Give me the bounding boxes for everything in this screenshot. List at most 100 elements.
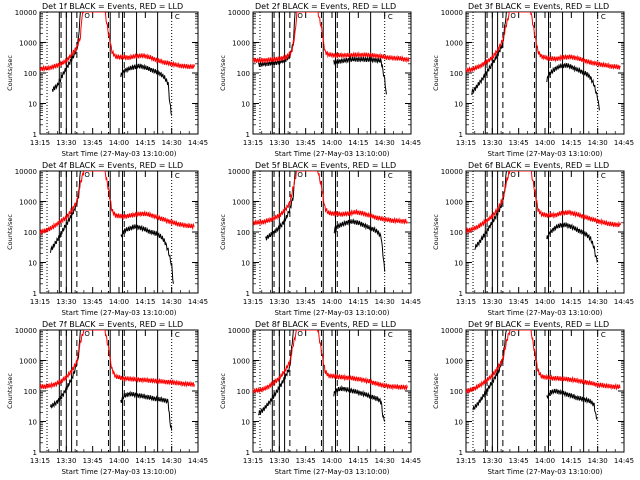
y-tick-label: 100 (450, 229, 463, 237)
x-axis-label: Start Time (27-May-03 13:10:00) (61, 468, 176, 476)
lld-series-line (40, 330, 195, 390)
c-marker: C (388, 172, 393, 180)
x-tick-label: 13:45 (509, 457, 529, 465)
lld-series-line (466, 12, 621, 74)
plot-frame (465, 11, 625, 135)
y-tick-label: 10000 (228, 9, 250, 17)
y-tick-label: 1 (459, 290, 463, 298)
events-series-line (333, 218, 386, 272)
y-tick-label: 10000 (441, 9, 463, 17)
x-tick-label: 14:15 (135, 139, 155, 147)
series-group (40, 330, 195, 431)
events-series-line (257, 330, 294, 416)
c-marker: C (601, 331, 606, 339)
y-axis-label: Counts/sec (219, 373, 227, 409)
y-tick-label: 100 (450, 388, 463, 396)
events-series-line (50, 330, 81, 409)
y-tick-label: 1 (246, 449, 250, 457)
c-marker: C (388, 331, 393, 339)
y-tick-label: 1 (459, 449, 463, 457)
lld-series-line (466, 330, 621, 394)
x-tick-label: 14:45 (401, 139, 421, 147)
circle-marker: O (84, 330, 90, 338)
events-series-line (546, 388, 598, 420)
circle-marker: O (84, 171, 90, 179)
y-tick-label: 100 (450, 70, 463, 78)
x-tick-label: 14:30 (162, 139, 182, 147)
plot-frame (39, 170, 199, 294)
x-tick-label: 14:00 (109, 139, 129, 147)
series-group (40, 171, 195, 284)
y-tick-label: 1 (459, 131, 463, 139)
x-tick-label: 14:15 (561, 139, 581, 147)
c-marker: C (175, 331, 180, 339)
x-axis-label: Start Time (27-May-03 13:10:00) (61, 309, 176, 317)
x-tick-label: 13:15 (243, 457, 263, 465)
series-group (466, 330, 621, 420)
x-tick-label: 14:45 (614, 139, 634, 147)
y-tick-label: 10 (454, 101, 463, 109)
panel-det-1: Det 1f BLACK = Events, RED = LLD Counts/s… (6, 2, 208, 158)
y-tick-label: 1000 (232, 358, 250, 366)
x-tick-label: 13:15 (30, 139, 50, 147)
events-series-line (120, 224, 174, 284)
x-tick-label: 13:30 (269, 298, 289, 306)
panel-det-3: Det 3f BLACK = Events, RED = LLD Counts/s… (432, 2, 634, 158)
x-tick-label: 13:45 (296, 139, 316, 147)
circle-marker: O (297, 12, 303, 20)
y-tick-label: 1000 (19, 358, 37, 366)
circle-marker: O (510, 171, 516, 179)
vertical-markers (259, 12, 386, 134)
y-tick-label: 1000 (232, 199, 250, 207)
x-axis-label: Start Time (27-May-03 13:10:00) (487, 150, 602, 158)
vertical-markers (46, 330, 173, 452)
x-tick-label: 13:15 (30, 298, 50, 306)
y-tick-label: 10000 (441, 168, 463, 176)
panel-title: Det 8f BLACK = Events, RED = LLD (255, 320, 396, 329)
x-tick-label: 14:00 (109, 298, 129, 306)
y-tick-label: 10 (454, 419, 463, 427)
series-group (466, 171, 621, 264)
y-tick-label: 100 (24, 388, 37, 396)
x-tick-label: 14:45 (188, 139, 208, 147)
x-tick-label: 13:45 (83, 457, 103, 465)
panel-title: Det 5f BLACK = Events, RED = LLD (255, 161, 396, 170)
y-tick-label: 1000 (232, 40, 250, 48)
x-tick-label: 14:00 (535, 457, 555, 465)
y-tick-label: 10000 (441, 327, 463, 335)
y-tick-label: 10000 (15, 9, 37, 17)
y-tick-label: 10 (28, 101, 37, 109)
y-tick-label: 100 (237, 388, 250, 396)
panel-det-5: Det 5f BLACK = Events, RED = LLD Counts/s… (219, 161, 421, 317)
y-tick-label: 1000 (19, 40, 37, 48)
events-series-line (120, 63, 173, 116)
x-tick-label: 14:30 (588, 139, 608, 147)
series-group (253, 171, 408, 272)
x-tick-label: 13:15 (456, 139, 476, 147)
lld-series-line (466, 171, 621, 235)
y-axis-label: Counts/sec (6, 55, 14, 91)
y-tick-label: 1000 (19, 199, 37, 207)
x-tick-label: 14:00 (109, 457, 129, 465)
x-tick-label: 14:15 (348, 457, 368, 465)
vertical-markers (259, 330, 386, 452)
y-tick-label: 1 (33, 290, 37, 298)
y-tick-label: 1 (246, 290, 250, 298)
y-tick-label: 10 (241, 260, 250, 268)
lld-series-line (40, 171, 195, 236)
y-tick-label: 10000 (15, 327, 37, 335)
y-tick-label: 1000 (445, 40, 463, 48)
x-tick-label: 14:30 (375, 457, 395, 465)
vertical-markers (259, 171, 386, 293)
y-tick-label: 10000 (228, 168, 250, 176)
events-series-line (546, 221, 599, 264)
events-series-line (120, 390, 173, 431)
x-tick-label: 14:00 (322, 139, 342, 147)
circle-marker: O (510, 330, 516, 338)
x-axis-label: Start Time (27-May-03 13:10:00) (274, 468, 389, 476)
c-marker: C (175, 172, 180, 180)
panel-title: Det 2f BLACK = Events, RED = LLD (255, 2, 396, 11)
plot-frame (252, 170, 412, 294)
panel-title: Det 9f BLACK = Events, RED = LLD (468, 320, 609, 329)
